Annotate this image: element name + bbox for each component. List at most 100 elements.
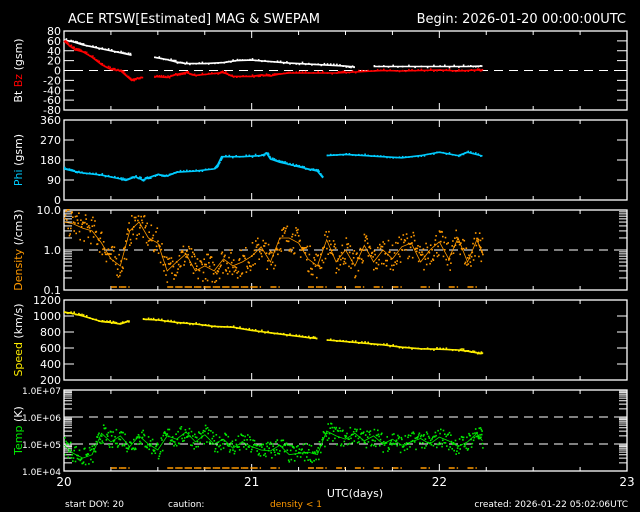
data-point: [192, 323, 194, 326]
data-point: [182, 245, 185, 248]
data-point: [148, 177, 150, 180]
data-point: [127, 228, 129, 230]
data-point: [295, 227, 297, 229]
data-point: [360, 258, 363, 260]
data-point: [255, 240, 257, 242]
data-point: [481, 430, 483, 432]
data-point: [64, 311, 66, 313]
data-point: [407, 242, 410, 245]
data-point: [367, 69, 369, 72]
data-point: [101, 63, 104, 65]
data-point: [269, 252, 271, 254]
data-point: [107, 174, 110, 177]
data-point: [143, 215, 146, 217]
data-point: [386, 156, 388, 159]
data-point: [133, 226, 135, 228]
data-point: [446, 445, 448, 447]
caution-density: density < 1: [270, 500, 322, 510]
data-point: [373, 268, 375, 271]
data-point: [450, 262, 452, 264]
data-point: [72, 460, 74, 462]
data-point: [430, 443, 433, 446]
data-point: [215, 434, 218, 436]
data-point: [189, 435, 191, 438]
data-point: [245, 444, 247, 446]
data-point: [230, 261, 233, 264]
y-tick-label: 0: [54, 65, 61, 78]
data-point: [355, 430, 358, 433]
y-tick-label: 1.0E+04: [22, 468, 61, 478]
data-point: [202, 271, 205, 274]
data-point: [417, 260, 420, 263]
data-point: [89, 45, 91, 47]
data-point: [157, 240, 159, 242]
data-point: [352, 433, 354, 436]
data-point: [198, 170, 201, 173]
data-point: [262, 239, 264, 242]
data-point: [448, 66, 451, 69]
data-point: [118, 322, 121, 325]
series-line-bz: [63, 40, 143, 82]
data-point: [84, 214, 87, 216]
data-point: [236, 327, 238, 330]
data-point: [133, 438, 135, 441]
data-point: [392, 64, 394, 67]
data-point: [407, 434, 410, 436]
data-point: [184, 260, 186, 263]
data-point: [168, 257, 171, 260]
data-point: [444, 64, 446, 67]
data-point: [364, 153, 366, 156]
data-point: [459, 253, 461, 256]
data-point: [106, 435, 109, 437]
data-point: [287, 444, 289, 446]
data-point: [250, 451, 252, 453]
data-point: [103, 320, 105, 322]
data-point: [442, 255, 445, 258]
data-point: [187, 253, 189, 256]
data-point: [474, 255, 476, 257]
data-point: [273, 250, 276, 253]
data-point: [115, 69, 118, 72]
data-point: [480, 246, 482, 249]
data-point: [157, 457, 160, 460]
data-point: [459, 448, 461, 450]
data-point: [311, 268, 313, 270]
data-point: [114, 436, 116, 438]
start-doy: start DOY: 20: [65, 500, 124, 510]
data-point: [269, 156, 271, 158]
data-point: [179, 322, 182, 325]
data-point: [121, 321, 124, 323]
y-tick-label: 800: [40, 326, 61, 339]
data-point: [241, 441, 244, 443]
data-point: [295, 164, 298, 166]
data-point: [416, 437, 419, 439]
data-point: [74, 446, 76, 449]
data-point: [154, 56, 156, 59]
data-point: [228, 445, 230, 447]
data-point: [295, 71, 298, 73]
data-point: [160, 437, 163, 439]
data-point: [156, 57, 158, 59]
data-point: [449, 269, 451, 271]
data-point: [445, 435, 447, 438]
data-point: [357, 269, 360, 272]
data-point: [420, 65, 423, 68]
data-point: [281, 439, 283, 442]
data-point: [219, 265, 222, 268]
data-point: [402, 446, 405, 448]
data-point: [340, 258, 342, 261]
data-point: [470, 69, 473, 71]
data-point: [309, 245, 311, 247]
data-point: [448, 152, 451, 154]
data-point: [126, 450, 128, 453]
data-point: [169, 262, 172, 264]
data-point: [426, 66, 429, 69]
data-point: [206, 279, 209, 282]
data-point: [477, 435, 479, 438]
data-point: [210, 430, 212, 432]
data-point: [408, 346, 410, 349]
data-point: [333, 426, 335, 429]
data-point: [65, 440, 67, 443]
data-point: [214, 72, 216, 75]
